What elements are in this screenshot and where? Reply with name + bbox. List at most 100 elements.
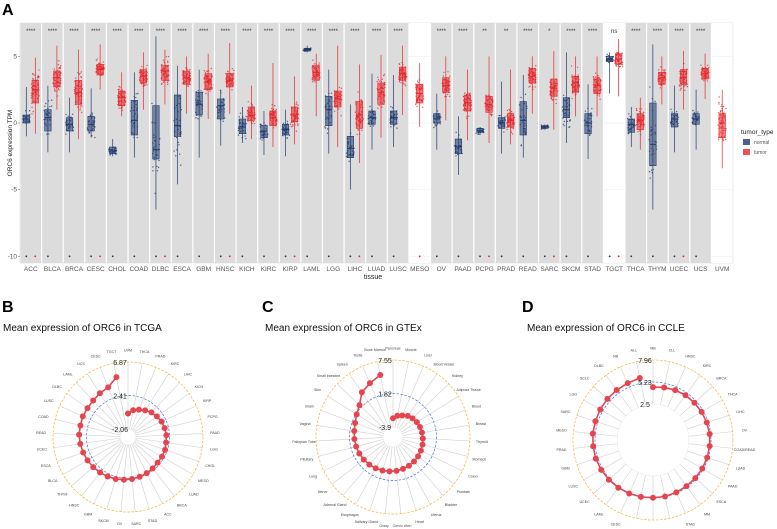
data-point (626, 490, 633, 497)
data-point (415, 453, 422, 460)
data-point (275, 108, 278, 111)
significance-label: **** (156, 29, 166, 35)
data-point (699, 465, 706, 472)
data-point (113, 374, 120, 381)
category-label: PAAD (210, 431, 220, 435)
category-label: KIRC (171, 362, 180, 366)
x-tick-label: ESCA (173, 266, 191, 273)
category-label: BLCA (48, 479, 58, 483)
data-point (311, 81, 314, 83)
data-point (597, 74, 599, 77)
data-point (571, 74, 573, 76)
data-point (357, 129, 359, 131)
data-point (60, 72, 62, 75)
data-point (245, 115, 247, 118)
data-point (563, 120, 566, 123)
data-point (722, 105, 725, 108)
outlier-point (90, 255, 93, 258)
data-point (555, 102, 557, 105)
ring-value-label: 6.87 (113, 360, 127, 367)
tumor-box (269, 110, 277, 126)
x-tick-label: LIHC (347, 266, 362, 273)
data-point (643, 111, 645, 114)
data-point (197, 118, 199, 120)
facet-background (517, 23, 538, 263)
category-label: Muscle (405, 348, 416, 352)
data-point (410, 458, 417, 465)
normal-box (627, 118, 635, 133)
tumor-box (593, 78, 601, 94)
data-point (628, 113, 630, 115)
radar-title-ccle: Mean expression of ORC6 in CCLE (527, 323, 685, 334)
data-point (703, 79, 705, 82)
data-point (402, 82, 405, 85)
data-point (399, 412, 406, 419)
data-point (725, 107, 727, 110)
outlier-point (608, 255, 611, 258)
category-label: Colon (468, 474, 477, 478)
category-label: THCA (140, 350, 150, 354)
normal-box (44, 109, 52, 132)
category-label: Skin (314, 388, 321, 392)
x-tick-label: MESO (410, 266, 429, 273)
facet-background (279, 23, 301, 263)
x-tick-label: THCA (627, 266, 645, 273)
outlier-point (263, 255, 265, 258)
data-point (79, 107, 82, 109)
outlier-point (68, 255, 71, 258)
data-point (120, 476, 127, 483)
data-point (318, 62, 320, 64)
category-label: KIRC (703, 364, 712, 368)
data-point (143, 470, 150, 477)
category-label: LUAD (736, 467, 746, 471)
data-point (409, 415, 416, 422)
spoke (320, 409, 384, 434)
data-point (570, 65, 573, 67)
data-point (649, 86, 651, 88)
category-label: OV (742, 429, 748, 433)
x-tick-label: LUAD (368, 266, 386, 273)
data-point (36, 77, 39, 79)
data-point (173, 150, 175, 152)
data-point (415, 103, 417, 106)
data-point (270, 107, 273, 110)
category-label: PAAD (728, 484, 738, 488)
facet-background (150, 23, 171, 263)
data-point (71, 113, 74, 115)
data-point (562, 94, 565, 96)
facet-background (236, 23, 258, 263)
outlier-point (349, 255, 352, 258)
significance-label: **** (69, 29, 79, 35)
facet-background (668, 23, 690, 263)
significance-label: **** (588, 29, 598, 35)
outlier-point (25, 255, 28, 258)
legend-swatch-tumor (743, 149, 750, 155)
data-point (680, 85, 682, 87)
panel-label-c: C (262, 299, 274, 316)
data-point (166, 83, 169, 86)
category-label: Blood Vessel (433, 362, 454, 366)
data-point (569, 119, 571, 122)
data-point (195, 117, 197, 119)
data-point (383, 75, 385, 77)
outlier-point (479, 255, 481, 258)
data-point (416, 424, 423, 431)
category-label: LUSC (569, 484, 579, 488)
x-tick-label: DLBC (152, 266, 170, 273)
data-point (262, 137, 264, 140)
spoke (76, 382, 123, 432)
facet-background (107, 23, 128, 263)
data-point (125, 410, 131, 417)
category-label: ACC (164, 513, 172, 517)
category-label: Liver (424, 354, 433, 358)
data-point (449, 75, 451, 77)
facet-background (495, 23, 517, 263)
data-point (292, 124, 294, 126)
data-point (662, 493, 669, 500)
data-point (636, 374, 643, 381)
data-point (73, 89, 76, 91)
data-point (297, 113, 300, 116)
data-point (351, 435, 358, 442)
facet-background (215, 23, 236, 263)
